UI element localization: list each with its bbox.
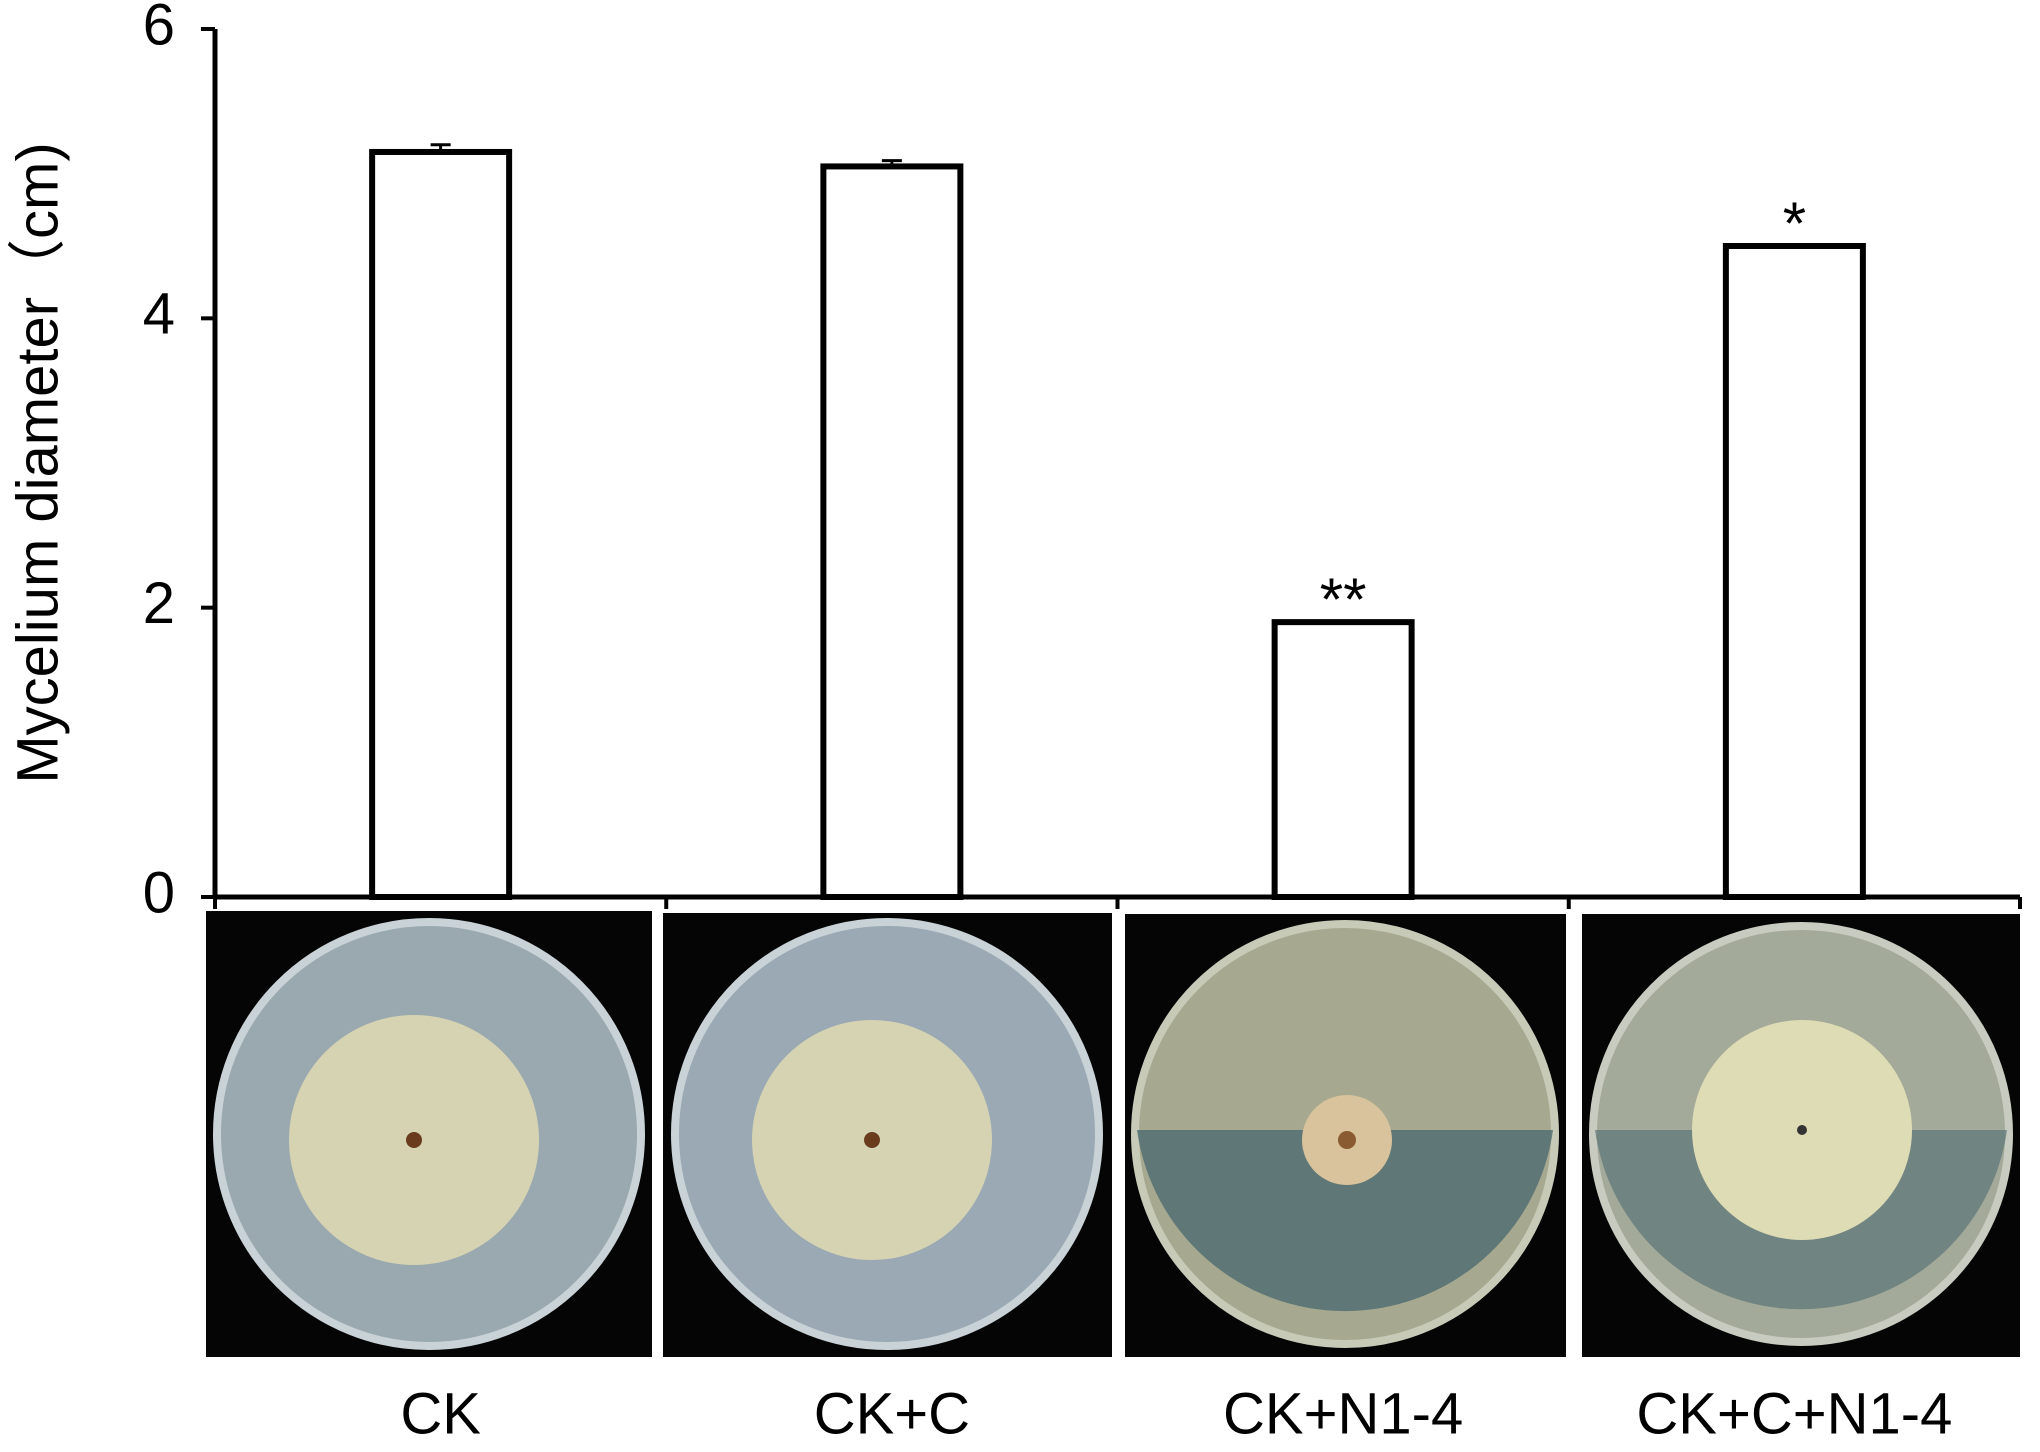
bar — [1271, 619, 1415, 901]
plate-photos — [206, 911, 2020, 1357]
y-tick-label: 6 — [143, 0, 175, 57]
bar — [369, 148, 513, 900]
inoculum — [1338, 1131, 1356, 1149]
y-tick-label: 0 — [143, 860, 175, 925]
x-tick-label: CK+C+N1-4 — [1636, 1381, 1952, 1446]
x-tick-label: CK+N1-4 — [1223, 1381, 1463, 1446]
bar — [820, 163, 964, 900]
x-tick-label: CK — [400, 1381, 481, 1446]
x-tick-label: CK+C — [814, 1381, 970, 1446]
inoculum — [1797, 1125, 1807, 1135]
significance-mark: ** — [1320, 566, 1367, 633]
y-tick-label: 4 — [143, 282, 175, 347]
y-tick-label: 2 — [143, 571, 175, 636]
dish-shadow — [1137, 1130, 1553, 1312]
significance-mark: * — [1783, 190, 1806, 257]
inoculum — [864, 1132, 880, 1148]
inoculum — [406, 1132, 422, 1148]
y-axis-label: Mycelium diameter（cm) — [5, 142, 70, 783]
bar — [1722, 243, 1866, 900]
